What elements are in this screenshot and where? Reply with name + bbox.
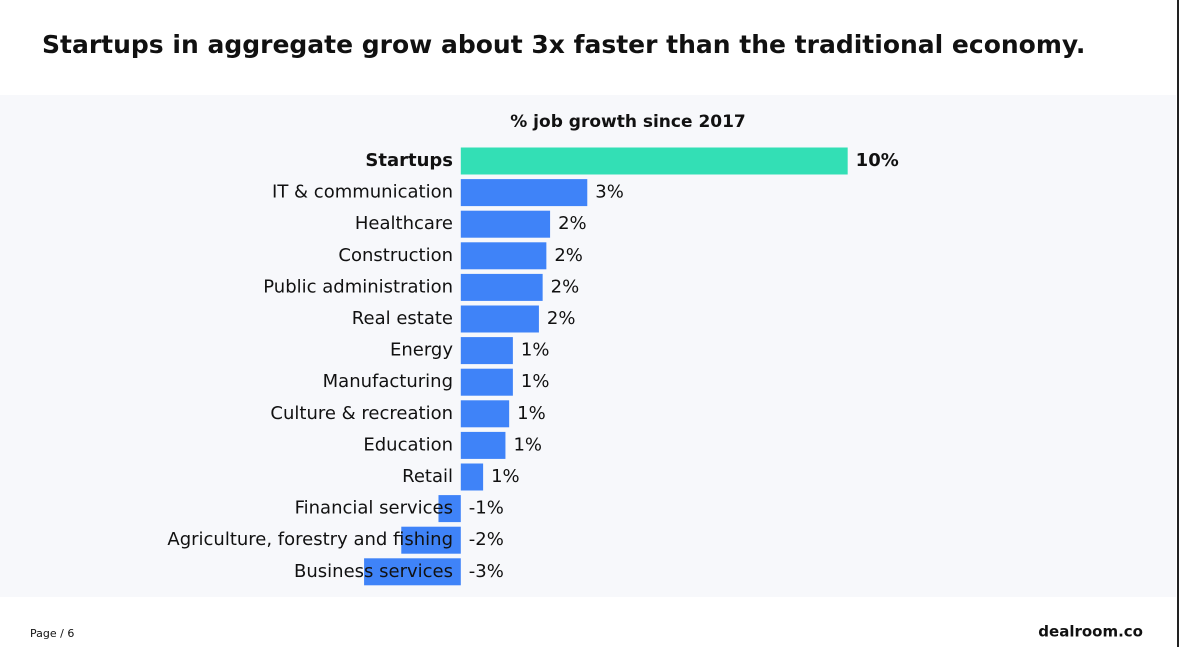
brand: dealroom.co: [1038, 623, 1143, 641]
bar: [438, 495, 461, 523]
bar: [460, 337, 513, 365]
chart-subtitle: % job growth since 2017: [510, 112, 746, 132]
category-label: Culture & recreation: [270, 403, 453, 424]
value-label: 2%: [558, 213, 587, 234]
category-label: Business services: [294, 561, 453, 582]
value-label: 2%: [554, 245, 583, 266]
bar: [401, 526, 461, 554]
category-label: Public administration: [263, 276, 453, 297]
bar: [460, 210, 551, 238]
value-label: 3%: [595, 182, 624, 203]
category-label: Construction: [338, 245, 453, 266]
value-label: 2%: [547, 308, 576, 329]
category-label: Real estate: [352, 308, 453, 329]
chart-title: Startups in aggregate grow about 3x fast…: [42, 30, 1085, 59]
value-label: 2%: [551, 276, 580, 297]
category-label: Healthcare: [355, 213, 453, 234]
bar: [460, 147, 848, 175]
bar: [460, 400, 510, 428]
category-label: Startups: [365, 150, 453, 171]
value-label: -2%: [469, 529, 504, 550]
bar: [460, 242, 547, 270]
category-label: Education: [363, 434, 453, 455]
category-label: Retail: [402, 466, 453, 487]
category-label: IT & communication: [272, 182, 453, 203]
bar: [460, 431, 506, 459]
value-label: 1%: [521, 371, 550, 392]
category-label: Agriculture, forestry and fishing: [167, 529, 453, 550]
category-label: Manufacturing: [323, 371, 453, 392]
category-label: Energy: [390, 340, 453, 361]
value-label: 10%: [856, 150, 899, 171]
bar: [460, 305, 539, 333]
value-label: -1%: [469, 498, 504, 519]
bar: [460, 463, 484, 491]
value-label: 1%: [521, 340, 550, 361]
bar: [460, 368, 513, 396]
value-label: 1%: [491, 466, 520, 487]
chart-panel: [0, 95, 1176, 597]
value-label: -3%: [469, 561, 504, 582]
value-label: 1%: [513, 434, 542, 455]
bar: [364, 558, 461, 586]
category-label: Financial services: [295, 498, 453, 519]
bar: [460, 179, 588, 207]
page-number: Page / 6: [30, 627, 74, 640]
bar: [460, 273, 543, 301]
value-label: 1%: [517, 403, 546, 424]
